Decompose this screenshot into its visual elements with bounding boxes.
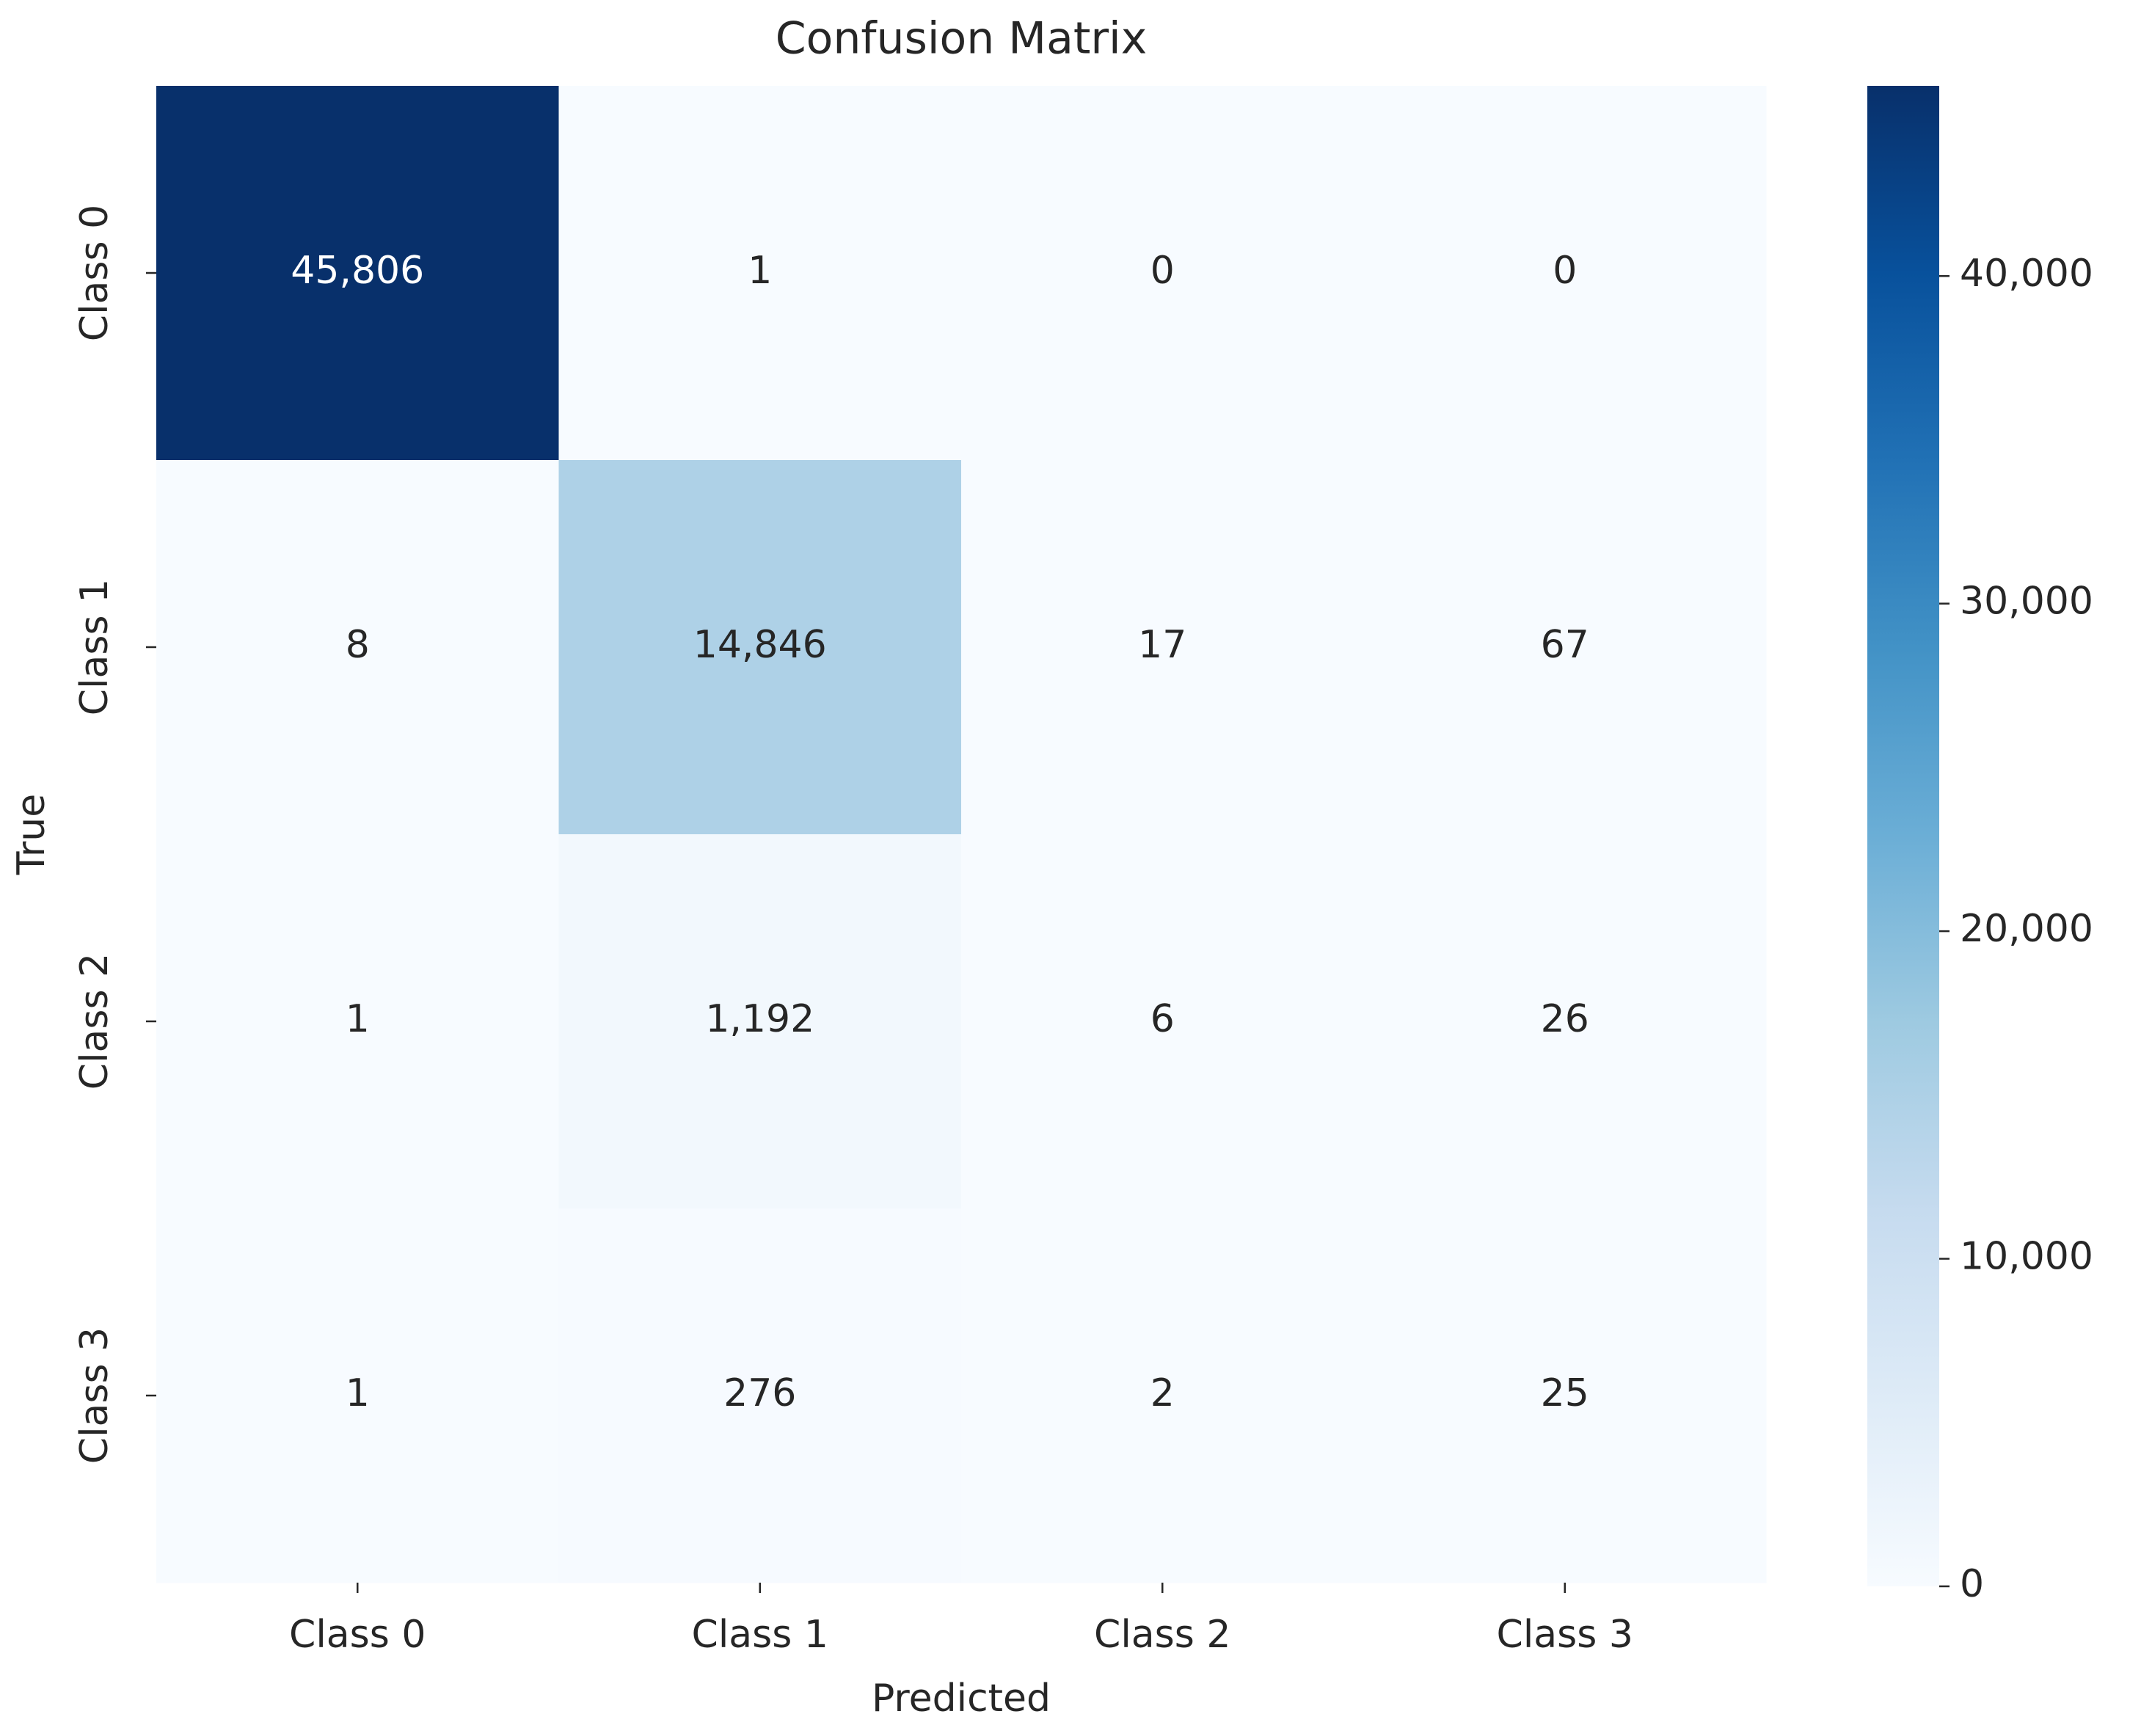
colorbar (1867, 86, 1939, 1586)
x-tick-label: Class 0 (289, 1613, 426, 1657)
colorbar-tick-label: 20,000 (1960, 907, 2093, 951)
y-tick-label: Class 2 (73, 953, 117, 1090)
y-tick-label: Class 0 (73, 205, 117, 341)
cell-label: 2 (1150, 1371, 1175, 1415)
heatmap-cell (1363, 1208, 1767, 1583)
cell-label: 1 (748, 249, 772, 293)
heatmap-cell (1363, 834, 1767, 1209)
heatmap-cell (961, 834, 1364, 1209)
colorbar-tick-label: 0 (1960, 1562, 1984, 1606)
y-tick-label: Class 3 (73, 1327, 117, 1464)
heatmap-cell (558, 460, 962, 835)
cell-label: 0 (1150, 249, 1175, 293)
cell-label: 17 (1138, 623, 1186, 667)
chart-title: Confusion Matrix (776, 13, 1147, 65)
cell-label: 8 (346, 623, 370, 667)
cell-label: 1,192 (705, 997, 814, 1041)
heatmap-cell (558, 834, 962, 1209)
x-tick-label: Class 3 (1497, 1613, 1633, 1657)
colorbar-tick-label: 40,000 (1960, 252, 2093, 296)
heatmap-cell (558, 86, 962, 461)
cell-label: 26 (1541, 997, 1589, 1041)
y-tick-label: Class 1 (73, 579, 117, 715)
heatmap-cell (156, 460, 559, 835)
cell-label: 67 (1541, 623, 1589, 667)
cell-label: 45,806 (291, 249, 424, 293)
cell-label: 1 (346, 1371, 370, 1415)
cell-label: 276 (723, 1371, 796, 1415)
heatmap-cell (1363, 86, 1767, 461)
cell-label: 6 (1150, 997, 1175, 1041)
x-tick-label: Class 1 (692, 1613, 828, 1657)
heatmap-cell (961, 86, 1364, 461)
cell-label: 25 (1541, 1371, 1589, 1415)
heatmap-cell (961, 1208, 1364, 1583)
cell-label: 1 (346, 997, 370, 1041)
y-axis-label: True (10, 794, 54, 875)
colorbar-tick-label: 30,000 (1960, 580, 2093, 624)
heatmap-cell (156, 1208, 559, 1583)
x-tick-label: Class 2 (1094, 1613, 1230, 1657)
heatmap-cell (961, 460, 1364, 835)
heatmap-cell (558, 1208, 962, 1583)
colorbar-tick-label: 10,000 (1960, 1235, 2093, 1279)
heatmap-cell (156, 834, 559, 1209)
x-axis-label: Predicted (872, 1677, 1051, 1721)
heatmap-cell (156, 86, 559, 461)
cell-label: 0 (1553, 249, 1577, 293)
heatmap-cell (1363, 460, 1767, 835)
cell-label: 14,846 (693, 623, 827, 667)
